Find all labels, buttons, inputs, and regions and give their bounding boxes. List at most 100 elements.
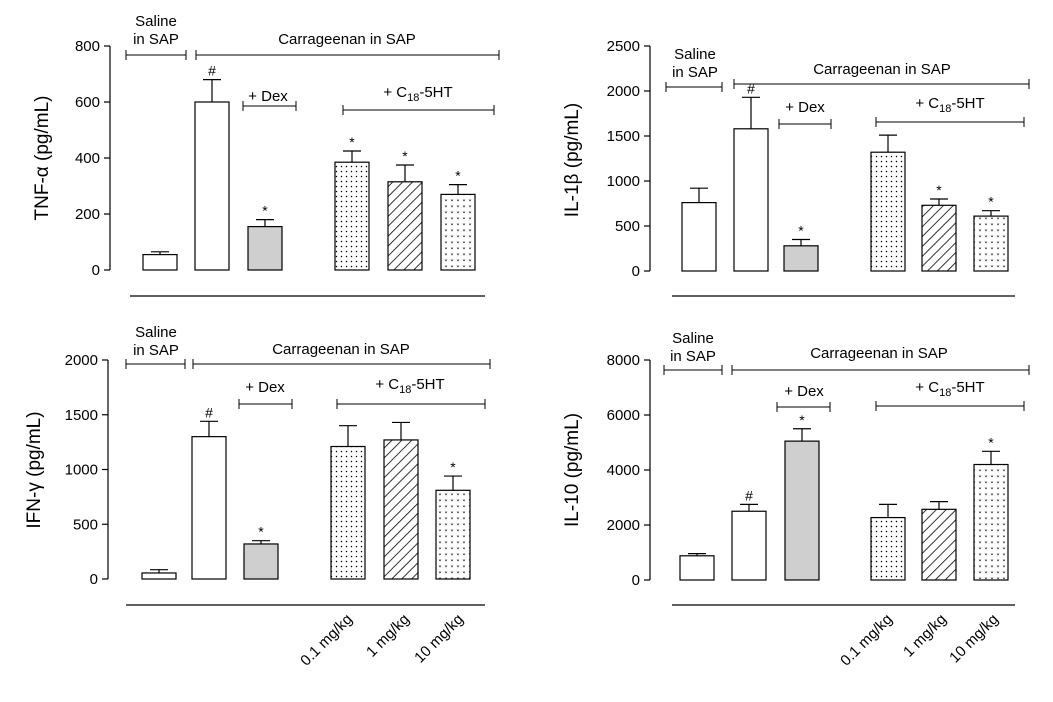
- dose-label-10: 10 mg/kg: [411, 611, 467, 667]
- saline-label-line2: in SAP: [670, 348, 716, 365]
- bar: [784, 440, 820, 581]
- c18-prefix: + C: [375, 376, 399, 393]
- y-tick-label: 200: [75, 206, 100, 223]
- y-tick-label: 2000: [65, 352, 98, 369]
- y-axis-label: IL-10 (pg/mL): [562, 413, 583, 527]
- significance-mark: *: [988, 194, 994, 210]
- group-labels: Saline in SAP Carrageenan in SAP + Dex +…: [672, 46, 985, 116]
- panel-axes: 0 200 400 600 800: [75, 38, 485, 297]
- y-tick-label: 0: [632, 263, 640, 280]
- y-tick-label: 0: [92, 262, 100, 279]
- y-tick-label: 0: [632, 572, 640, 589]
- bar: [191, 436, 227, 580]
- c18-label: + C18-5HT: [375, 376, 444, 396]
- bar: [870, 516, 906, 581]
- bar: [870, 151, 906, 272]
- significance-mark: *: [450, 459, 456, 475]
- dose-label-10: 10 mg/kg: [946, 611, 1002, 667]
- y-tick-label: 800: [75, 38, 100, 55]
- significance-mark: *: [936, 182, 942, 198]
- significance-mark: *: [799, 412, 805, 428]
- significance-mark: *: [455, 168, 461, 184]
- group-brackets: [665, 79, 1030, 129]
- c18-label: + C18-5HT: [915, 379, 984, 399]
- saline-label-line2: in SAP: [133, 342, 179, 359]
- dex-label: + Dex: [248, 88, 288, 105]
- bar: [681, 202, 717, 272]
- carrageenan-label: Carrageenan in SAP: [278, 31, 416, 48]
- y-tick-label: 2000: [607, 517, 640, 534]
- y-tick-label: 1000: [607, 173, 640, 190]
- c18-suffix: -5HT: [951, 95, 984, 112]
- dose-label-1: 1 mg/kg: [363, 611, 413, 661]
- group-labels: Saline in SAP Carrageenan in SAP + Dex +…: [670, 330, 985, 400]
- significance-mark: #: [205, 404, 213, 420]
- panel-axes: 0 2000 4000 6000 8000: [607, 352, 1015, 606]
- panel-axes: 0 500 1000 1500 2000: [65, 352, 485, 606]
- bar: [247, 226, 283, 271]
- bar: [731, 510, 767, 581]
- dose-labels-left: 0.1 mg/kg 1 mg/kg 10 mg/kg: [297, 611, 467, 670]
- saline-label-line1: Saline: [674, 46, 716, 63]
- bar: [383, 439, 419, 580]
- bar: [921, 508, 957, 581]
- y-tick-label: 1500: [607, 128, 640, 145]
- bar: [440, 193, 476, 271]
- y-tick-label: 2500: [607, 38, 640, 55]
- saline-label-line1: Saline: [135, 324, 177, 341]
- dose-labels-right: 0.1 mg/kg 1 mg/kg 10 mg/kg: [837, 611, 1002, 670]
- panel-tnf: 0 200 400 600 800 # * * * * TNF-α (pg/mL) Saline…: [32, 13, 500, 297]
- bar: [194, 101, 230, 271]
- dose-label-1: 1 mg/kg: [900, 611, 950, 661]
- panel-ifng: 0 500 1000 1500 2000 # * * IFN-γ (pg/mL) Salin…: [24, 324, 491, 606]
- panel-bars: # * * * *: [142, 63, 476, 271]
- c18-prefix: + C: [915, 95, 939, 112]
- saline-label-line2: in SAP: [133, 31, 179, 48]
- carrageenan-label: Carrageenan in SAP: [272, 341, 410, 358]
- bar: [973, 215, 1009, 272]
- panel-axes: 0 500 1000 1500 2000 2500: [607, 38, 1015, 297]
- c18-subscript: 18: [399, 384, 411, 396]
- dose-label-0.1: 0.1 mg/kg: [837, 611, 896, 670]
- dex-label: + Dex: [784, 383, 824, 400]
- group-brackets: [125, 50, 500, 115]
- significance-mark: *: [988, 434, 994, 450]
- y-tick-label: 600: [75, 94, 100, 111]
- group-brackets: [663, 365, 1030, 412]
- c18-prefix: + C: [383, 84, 407, 101]
- bar: [783, 245, 819, 272]
- y-axis-label: IL-1β (pg/mL): [562, 103, 583, 217]
- significance-mark: *: [349, 134, 355, 150]
- y-tick-label: 500: [73, 516, 98, 533]
- carrageenan-label: Carrageenan in SAP: [813, 61, 951, 78]
- group-labels: Saline in SAP Carrageenan in SAP + Dex +…: [133, 13, 453, 105]
- dex-label: + Dex: [245, 379, 285, 396]
- c18-subscript: 18: [407, 92, 419, 104]
- c18-subscript: 18: [939, 387, 951, 399]
- y-tick-label: 4000: [607, 462, 640, 479]
- y-tick-label: 1000: [65, 462, 98, 479]
- y-tick-label: 1500: [65, 407, 98, 424]
- bar: [142, 254, 178, 271]
- saline-label-line1: Saline: [135, 13, 177, 30]
- y-tick-label: 500: [615, 218, 640, 235]
- bar: [921, 204, 957, 272]
- panel-bars: # * *: [141, 404, 471, 580]
- bar: [973, 463, 1009, 581]
- dose-label-0.1: 0.1 mg/kg: [297, 611, 356, 670]
- significance-mark: *: [798, 223, 804, 239]
- group-brackets: [125, 359, 491, 409]
- y-axis-label: IFN-γ (pg/mL): [24, 411, 45, 528]
- panel-bars: # * * *: [681, 80, 1009, 272]
- dex-label: + Dex: [785, 99, 825, 116]
- c18-suffix: -5HT: [951, 379, 984, 396]
- significance-mark: *: [402, 148, 408, 164]
- significance-mark: *: [262, 203, 268, 219]
- y-tick-label: 6000: [607, 407, 640, 424]
- bar: [435, 489, 471, 580]
- bar: [679, 555, 715, 581]
- y-tick-label: 8000: [607, 352, 640, 369]
- y-tick-label: 2000: [607, 83, 640, 100]
